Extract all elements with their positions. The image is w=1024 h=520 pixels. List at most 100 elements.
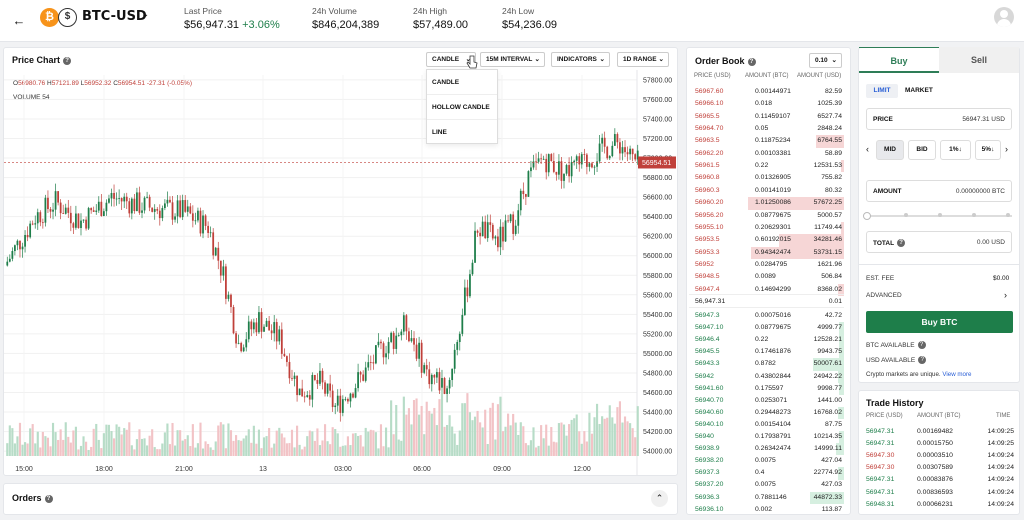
volume-bar: [69, 442, 72, 456]
bid-row[interactable]: 56936.10 0.002 113.87: [689, 504, 844, 516]
total-field: TOTAL? 0.00 USD: [866, 231, 1012, 253]
candle-body: [52, 209, 54, 212]
volume-bar: [171, 422, 174, 456]
bid-row[interactable]: 56940.70 0.0253071 1441.00: [689, 395, 844, 407]
order-type-limit[interactable]: LIMIT: [866, 84, 898, 98]
bid-row[interactable]: 56943.3 0.8782 50007.61: [689, 358, 844, 371]
y-tick-label: 56200.00: [643, 234, 672, 241]
menu-item-hollow-candle[interactable]: HOLLOW CANDLE: [427, 95, 497, 120]
chevron-right-icon[interactable]: ›: [1005, 144, 1008, 154]
amount-usd-cell: 5000.57: [817, 211, 842, 219]
collapse-button[interactable]: ⌃: [651, 490, 668, 507]
amount-usd-cell: 44872.33: [813, 493, 842, 501]
bid-row[interactable]: 56947.10 0.08779675 4999.77: [689, 322, 844, 335]
tab-sell[interactable]: Sell: [939, 47, 1019, 73]
volume-bar: [285, 443, 288, 456]
ask-row[interactable]: 56952 0.0284795 1621.96: [689, 259, 844, 271]
candle-body: [301, 388, 304, 397]
candle-body: [212, 232, 215, 256]
ask-row[interactable]: 56962.20 0.00103381 58.89: [689, 148, 844, 160]
bid-button[interactable]: BID: [908, 140, 936, 160]
indicators-dropdown[interactable]: INDICATORS ⌄: [551, 52, 610, 67]
volume-bar: [573, 418, 576, 456]
bid-row[interactable]: 56940.10 0.00154104 87.75: [689, 419, 844, 431]
amount-input[interactable]: AMOUNT 0.00000000 BTC: [866, 180, 1012, 202]
advanced-toggle[interactable]: ADVANCED: [866, 292, 902, 299]
trade-time: 14:09:25: [987, 440, 1014, 448]
chevron-right-icon[interactable]: ›: [1004, 290, 1007, 300]
volume-bar: [448, 415, 451, 456]
candle-body: [616, 134, 619, 143]
slider-handle[interactable]: [863, 212, 871, 220]
ask-row[interactable]: 56960.8 0.01326905 755.82: [689, 172, 844, 184]
ask-row[interactable]: 56947.4 0.14694299 8368.02: [689, 283, 844, 296]
volume-bar: [392, 434, 395, 456]
minus-5pct-button[interactable]: 5%↓: [975, 140, 1001, 160]
order-type-market[interactable]: MARKET: [905, 87, 933, 94]
candle-body: [288, 361, 291, 379]
candlestick-chart[interactable]: 57800.0057600.0057400.0057200.0057000.00…: [4, 70, 676, 475]
candle-body: [334, 405, 337, 408]
bid-row[interactable]: 56938.9 0.26342474 14999.11: [689, 443, 844, 456]
amount-btc-cell: 0.14694299: [755, 285, 791, 293]
mid-button[interactable]: MID: [876, 140, 904, 160]
spread-price: 56,947.31: [695, 298, 726, 305]
volume-bar: [166, 423, 169, 456]
ask-row[interactable]: 56967.60 0.00144971 82.59: [689, 86, 844, 98]
bid-row[interactable]: 56946.4 0.22 12528.21: [689, 334, 844, 347]
ohlc-readout: O56980.76 H57121.89 L56952.32 C56954.51 …: [13, 80, 193, 87]
candle-body: [443, 378, 446, 394]
chevron-left-icon[interactable]: ‹: [866, 144, 869, 154]
volume-bar: [232, 440, 235, 456]
ask-row[interactable]: 56956.20 0.08779675 5000.57: [689, 210, 844, 222]
ask-row[interactable]: 56953.5 0.60192015 34281.46: [689, 234, 844, 247]
range-dropdown[interactable]: 1D RANGE ⌄: [617, 52, 669, 67]
bid-row[interactable]: 56940 0.17938791 10214.35: [689, 431, 844, 444]
avatar[interactable]: [994, 7, 1014, 27]
bid-row[interactable]: 56937.20 0.0075 427.03: [689, 479, 844, 491]
depth-bar: [836, 443, 844, 456]
ask-row[interactable]: 56960.3 0.00141019 80.32: [689, 185, 844, 197]
menu-item-candle[interactable]: CANDLE: [427, 70, 497, 95]
ask-row[interactable]: 56960.20 1.01250086 57672.25: [689, 197, 844, 210]
ask-row[interactable]: 56964.70 0.05 2848.24: [689, 123, 844, 135]
chevron-down-icon[interactable]: ⌄: [141, 9, 150, 20]
buy-btc-button[interactable]: Buy BTC: [866, 311, 1013, 333]
bid-row[interactable]: 56942 0.43802844 24942.22: [689, 370, 844, 383]
pair-selector[interactable]: BTC-USD: [82, 9, 147, 24]
precision-dropdown[interactable]: 0.10 ⌄: [809, 53, 842, 68]
interval-dropdown[interactable]: 15M INTERVAL ⌄: [480, 52, 545, 67]
candle-body: [606, 146, 609, 159]
bid-row[interactable]: 56937.3 0.4 22774.92: [689, 467, 844, 480]
ask-row[interactable]: 56961.5 0.22 12531.53: [689, 160, 844, 173]
ask-row[interactable]: 56965.5 0.11459107 6527.74: [689, 111, 844, 123]
bid-row[interactable]: 56938.20 0.0075 427.04: [689, 455, 844, 467]
volume-bar: [613, 423, 616, 456]
bid-row[interactable]: 56947.3 0.00075016 42.72: [689, 310, 844, 322]
ask-row[interactable]: 56953.3 0.94342474 53731.15: [689, 246, 844, 259]
bid-row[interactable]: 56936.3 0.7881146 44872.33: [689, 491, 844, 504]
price-cell: 56940.70: [695, 396, 724, 404]
menu-item-line[interactable]: LINE: [432, 129, 447, 136]
ask-row[interactable]: 56966.10 0.018 1025.39: [689, 98, 844, 110]
tab-buy[interactable]: Buy: [859, 47, 939, 73]
view-more-link[interactable]: View more: [942, 371, 972, 378]
ask-row[interactable]: 56963.5 0.11875234 6764.55: [689, 135, 844, 148]
candle-body: [479, 232, 482, 237]
volume-bar: [270, 447, 273, 456]
candle-body: [324, 382, 326, 394]
volume-bar: [262, 437, 266, 456]
chart-type-dropdown[interactable]: CANDLE ⌄: [426, 52, 476, 67]
amount-btc-cell: 0.01326905: [755, 174, 791, 182]
candle-body: [202, 215, 204, 234]
price-input[interactable]: PRICE 56947.31 USD: [866, 108, 1012, 130]
bid-row[interactable]: 56945.5 0.17461876 9943.75: [689, 346, 844, 359]
minus-1pct-button[interactable]: 1%↓: [940, 140, 971, 160]
bid-row[interactable]: 56940.60 0.29448273 16768.02: [689, 406, 844, 420]
arrow-left-icon[interactable]: ←: [12, 13, 26, 28]
ask-row[interactable]: 56955.10 0.20629301 11749.44: [689, 221, 844, 235]
trade-history-panel: [858, 390, 1020, 515]
bid-row[interactable]: 56941.60 0.175597 9998.77: [689, 382, 844, 395]
ask-row[interactable]: 56948.5 0.0089 506.84: [689, 271, 844, 283]
amount-btc-cell: 0.11875234: [755, 137, 791, 145]
